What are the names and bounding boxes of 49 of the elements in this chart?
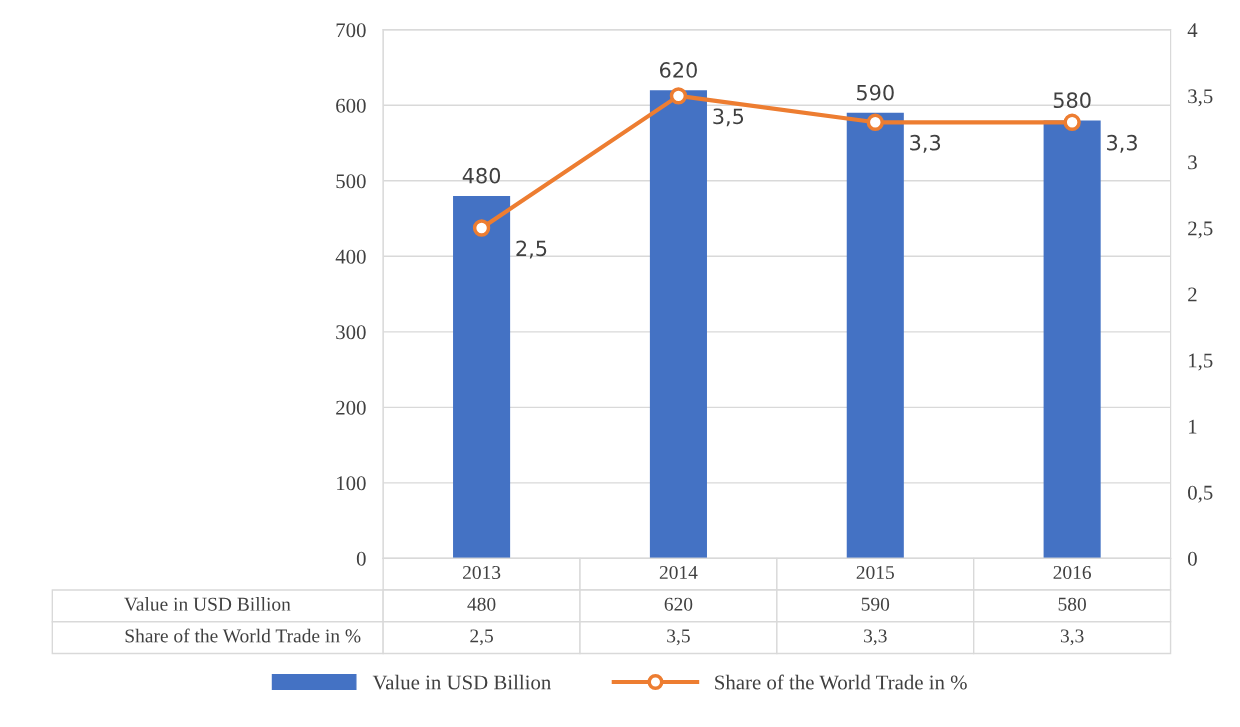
bar [649, 90, 707, 559]
text: 2,5 [516, 240, 547, 259]
data-label: 590 [861, 597, 890, 611]
point [1063, 113, 1081, 131]
bar [453, 195, 511, 559]
y-tick-label: 200 [336, 400, 366, 415]
y-tick-label: 0 [356, 551, 366, 566]
text: 3,5 [713, 108, 744, 127]
legend-label: Share of the World Trade in % [715, 674, 967, 690]
y2-tick-label: 3,5 [1188, 89, 1213, 107]
y2-tick-label: 1 [1189, 419, 1197, 434]
y2-tick-label: 2,5 [1188, 221, 1213, 239]
text: 3,3 [1107, 134, 1137, 153]
y2-tick-label: 0 [1188, 551, 1197, 566]
text: 480 [462, 167, 501, 184]
bar [1043, 120, 1101, 559]
y2-tick-label: 1,5 [1189, 353, 1213, 371]
x-tick-label: 2015 [856, 565, 894, 580]
x-tick-label: 2016 [1053, 565, 1091, 580]
point [866, 113, 884, 131]
x-tick-label: 2014 [659, 565, 698, 580]
data-label: 580 [1058, 597, 1086, 611]
text: 590 [857, 84, 894, 101]
y2-tick-label: 3 [1188, 155, 1197, 170]
y-tick-label: 500 [336, 174, 366, 189]
data-label: 620 [664, 597, 693, 611]
y-tick-label: 400 [335, 249, 366, 264]
point [472, 219, 491, 237]
y2-tick-label: 4 [1187, 23, 1198, 38]
y-tick-label: 300 [336, 325, 366, 340]
text: Value in USD Billion [124, 597, 291, 611]
data-label: 3,3 [864, 629, 887, 646]
legend-label: Value in USD Billion [372, 674, 551, 690]
data-label: 2,5 [470, 629, 493, 646]
y-tick-label: 700 [336, 23, 366, 38]
y-tick-label: 100 [337, 476, 366, 491]
text: Share of the World Trade in % [125, 628, 361, 643]
y2-tick-label: 2 [1188, 287, 1197, 302]
y-tick-label: 600 [336, 98, 366, 113]
bar [846, 112, 904, 559]
y2-tick-label: 0,5 [1188, 485, 1213, 503]
point [669, 87, 688, 105]
data-label: 3,3 [1060, 629, 1084, 646]
text: 3,3 [910, 134, 941, 153]
text: 580 [1053, 92, 1091, 109]
x-tick-label: 2013 [462, 565, 501, 580]
data-label: 3,5 [667, 629, 690, 646]
data-label: 480 [467, 597, 496, 611]
text: 620 [660, 62, 697, 78]
